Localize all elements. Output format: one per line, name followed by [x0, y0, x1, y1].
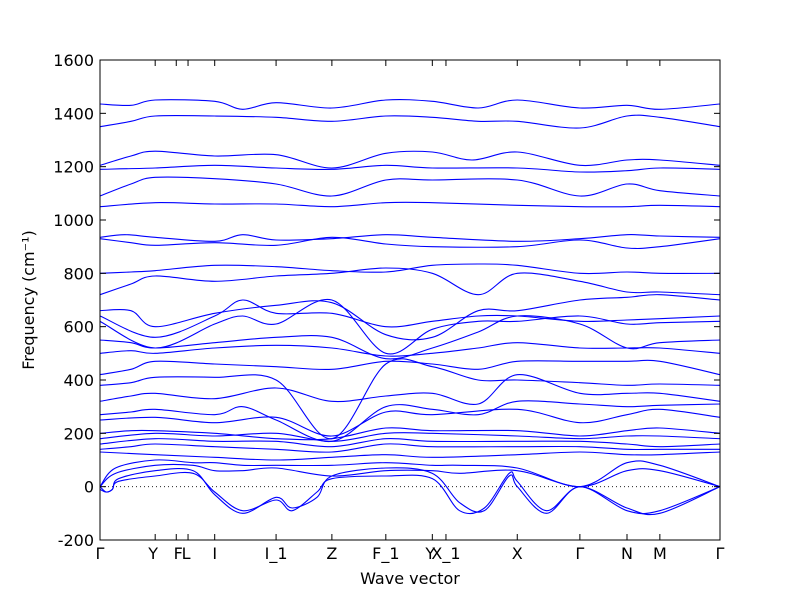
- band-line-8: [99, 236, 721, 250]
- band-line-24: [99, 443, 720, 453]
- y-tick-label: 800: [63, 264, 94, 283]
- y-tick-label: 1000: [53, 211, 94, 230]
- band-line-23: [99, 437, 721, 448]
- band-line-17: [99, 358, 721, 440]
- band-line-19: [99, 400, 721, 442]
- x-tick-label: Γ: [716, 544, 725, 563]
- band-line-11: [99, 294, 721, 341]
- y-axis-title: Frequency (cm⁻¹): [19, 230, 38, 369]
- x-tick-label: I: [212, 544, 217, 563]
- y-tick-label: 200: [63, 424, 94, 443]
- y-tick-label: 1200: [53, 158, 94, 177]
- band-line-20: [99, 408, 721, 437]
- band-line-18: [99, 374, 721, 406]
- x-tick-label: N: [621, 544, 633, 563]
- band-line-25: [99, 451, 721, 461]
- x-tick-label: Γ: [96, 544, 105, 563]
- band-line-28: [99, 467, 721, 515]
- x-tick-label: F_1: [372, 544, 399, 564]
- y-tick-label: 1600: [53, 51, 94, 70]
- y-axis: -200 0 200 400 600 800 1000 1200 1400 1600: [53, 51, 720, 550]
- band-line-13: [99, 298, 721, 355]
- band-line-15: [99, 342, 721, 357]
- band-line-21: [99, 427, 721, 441]
- band-line-1: [99, 99, 721, 110]
- y-tick-label: 600: [63, 318, 94, 337]
- band-line-5: [99, 176, 721, 197]
- band-line-3: [99, 150, 721, 169]
- band-line-14: [99, 315, 721, 360]
- band-line-10: [99, 267, 721, 296]
- y-tick-label: 0: [84, 478, 94, 497]
- x-tick-label: M: [653, 544, 667, 563]
- y-tick-label: -200: [58, 531, 94, 550]
- x-tick-label: Z: [326, 544, 337, 563]
- x-tick-label: L: [182, 544, 191, 563]
- y-tick-label: 1400: [53, 104, 94, 123]
- plot-frame: [99, 59, 721, 541]
- band-line-2: [99, 114, 721, 129]
- band-line-4: [99, 164, 721, 173]
- band-line-22: [99, 432, 721, 442]
- x-axis: Γ Y FL I I_1 Z F_1 YX_1 X Γ N M Γ: [96, 60, 725, 564]
- band-line-16: [99, 359, 721, 376]
- x-tick-label: X: [512, 544, 523, 563]
- x-axis-title: Wave vector: [360, 569, 460, 588]
- x-tick-label: Γ: [575, 544, 584, 563]
- x-tick-label: I_1: [265, 544, 288, 564]
- band-line-29: [99, 471, 721, 516]
- band-line-7: [99, 234, 721, 242]
- x-tick-label: Y: [147, 544, 158, 563]
- y-tick-label: 400: [63, 371, 94, 390]
- x-tick-label: Y: [424, 544, 435, 563]
- band-line-12: [99, 299, 721, 338]
- band-line-27: [99, 463, 721, 488]
- band-line-26: [99, 459, 721, 488]
- bands-layer: [99, 99, 721, 516]
- x-tick-label: X_1: [431, 544, 460, 564]
- band-line-6: [99, 201, 721, 208]
- x-tick-label: F: [174, 544, 183, 563]
